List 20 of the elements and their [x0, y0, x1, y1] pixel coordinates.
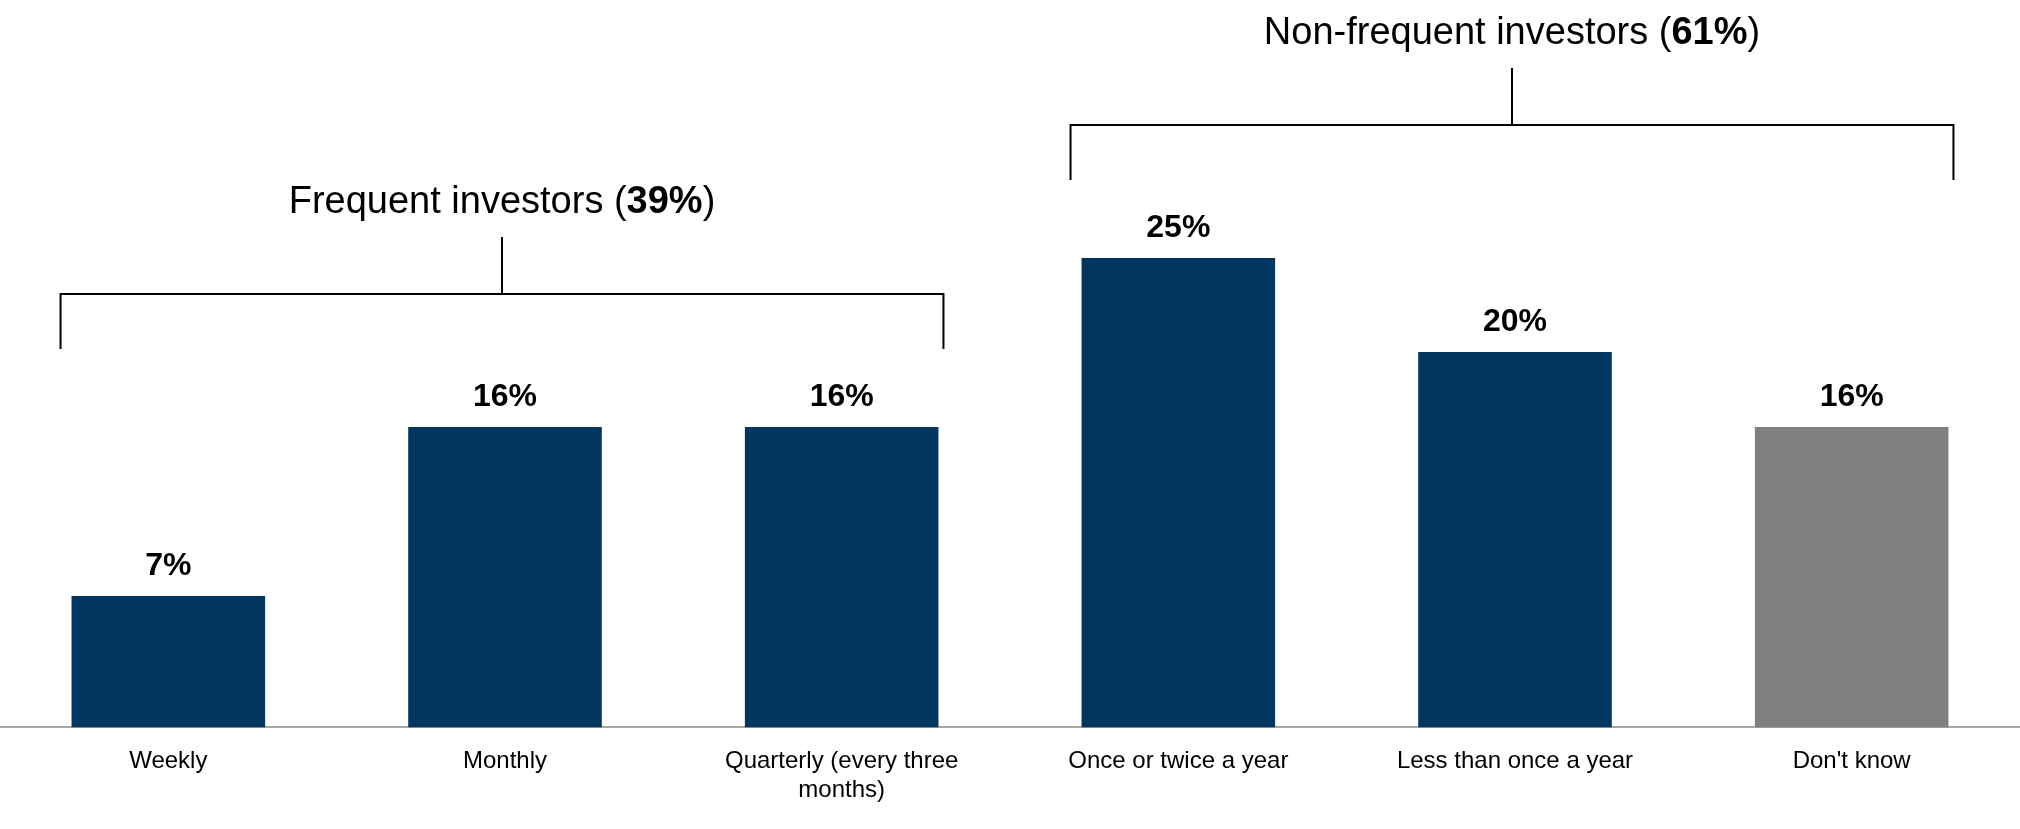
data-label: 16% — [809, 376, 874, 413]
x-tick-label: Monthly — [462, 746, 548, 774]
x-tick-label: Once or twice a year — [1068, 746, 1289, 774]
bar — [71, 595, 266, 728]
text: Frequent investors (39%) — [288, 178, 716, 222]
data-label: 20% — [1482, 301, 1548, 338]
bar — [744, 426, 939, 728]
data-label: 25% — [1146, 207, 1211, 244]
x-tick-label: Weekly — [129, 746, 208, 774]
x-tick-label: Quarterly (every three months) — [724, 746, 959, 803]
x-tick-label: Less than once a year — [1396, 746, 1634, 774]
bar — [1418, 351, 1612, 728]
bar — [1754, 426, 1949, 728]
data-label: 16% — [472, 376, 538, 413]
text: Non-frequent investors (61%) — [1263, 10, 1761, 53]
data-label: 7% — [145, 545, 192, 582]
bar — [1081, 258, 1276, 728]
data-label: 16% — [1819, 376, 1884, 413]
x-tick-label: Don't know — [1792, 746, 1912, 774]
bar — [408, 426, 602, 728]
